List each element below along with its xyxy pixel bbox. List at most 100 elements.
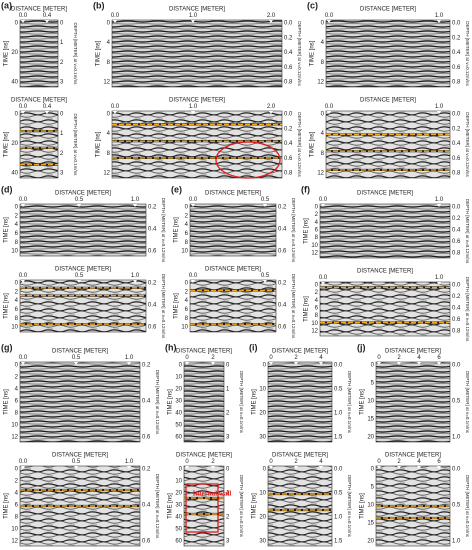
- y-tick-label: 15: [367, 521, 374, 527]
- y-tick-label: 0: [371, 363, 375, 369]
- y-tick-label: 4: [321, 131, 325, 137]
- y2-axis-title: DEPTH [METER] at v=0.1m/ns: [239, 371, 244, 434]
- y2-tick-label: 0.5: [334, 387, 343, 393]
- radargram: [111, 19, 283, 88]
- x-tick-label: 1.0: [435, 13, 444, 19]
- y-tick-label: 10: [311, 243, 318, 249]
- x-tick-label: 4: [417, 355, 421, 361]
- radargram: [267, 361, 333, 443]
- y2-tick-label: 0.2: [278, 281, 287, 287]
- y-tick-label: 12: [11, 435, 18, 441]
- x-axis-title: DISTANCE [METER]: [205, 267, 261, 273]
- y-tick-label: 20: [11, 50, 18, 56]
- y-axis-title: TIME [ns]: [360, 493, 366, 519]
- panel-label: (a): [1, 0, 12, 10]
- y-tick-label: 0: [321, 112, 325, 118]
- annotation: Internal wall: [193, 490, 232, 498]
- x-tick-label: 0: [377, 355, 381, 361]
- marker: [185, 466, 189, 469]
- y2-tick-label: 3: [226, 539, 230, 545]
- y2-tick-label: 0.6: [142, 435, 151, 441]
- y2-tick-label: 0.4: [278, 227, 287, 233]
- marker: [191, 280, 195, 283]
- marker: [185, 362, 189, 365]
- x-tick-label: 1.0: [131, 197, 140, 203]
- y-tick-label: 0: [315, 205, 319, 211]
- marker: [263, 280, 267, 283]
- y2-tick-label: 0.2: [452, 126, 461, 132]
- y-axis-title: TIME [ns]: [96, 131, 102, 157]
- y-tick-label: 10: [259, 387, 266, 393]
- radargram: [19, 110, 59, 179]
- y-axis-title: TIME [ns]: [304, 218, 310, 244]
- x-tick-label: 2: [211, 459, 215, 465]
- marker: [45, 111, 49, 114]
- x-axis-title: DISTANCE [METER]: [272, 349, 328, 355]
- marker: [77, 204, 81, 207]
- y-tick-label: 8: [185, 316, 189, 322]
- y2-tick-label: 0.4: [142, 399, 151, 405]
- panel-label: (i): [249, 342, 258, 352]
- y-axis-title: TIME [ns]: [4, 131, 10, 157]
- y2-tick-label: 0.6: [148, 249, 157, 255]
- y2-tick-label: 0.6: [452, 156, 461, 162]
- y2-tick-label: 0.0: [452, 205, 461, 211]
- marker: [437, 466, 441, 469]
- marker: [127, 362, 131, 365]
- x-tick-label: 0.0: [111, 104, 120, 110]
- y2-tick-label: 0.4: [284, 141, 293, 147]
- x-tick-label: 0.0: [19, 13, 28, 19]
- y-tick-label: 40: [175, 411, 182, 417]
- marker: [191, 111, 195, 114]
- x-tick-label: 0.0: [19, 459, 28, 465]
- y2-tick-label: 1.5: [334, 435, 343, 441]
- x-tick-label: 2: [397, 459, 401, 465]
- y-tick-label: 0: [15, 363, 19, 369]
- y-tick-label: 4: [107, 40, 111, 46]
- y2-axis-title: DEPTH [METER] at v=0.12m/ns: [297, 112, 302, 177]
- y2-tick-label: 0.2: [278, 205, 287, 211]
- panel-label: (b): [93, 0, 105, 10]
- marker: [377, 466, 381, 469]
- x-axis-title: DISTANCE [METER]: [360, 98, 416, 104]
- x-tick-label: 6: [437, 459, 441, 465]
- y2-tick-label: 0.0: [334, 363, 343, 369]
- y-tick-label: 15: [367, 417, 374, 423]
- marker: [74, 466, 78, 469]
- y2-axis-title: DEPTH [METER] at v=0.1m/ns: [347, 371, 352, 434]
- y-tick-label: 0: [179, 363, 183, 369]
- y-axis-title: TIME [ns]: [4, 493, 10, 519]
- y-tick-label: 0: [15, 112, 19, 118]
- y-tick-label: 2: [15, 375, 19, 381]
- marker: [77, 280, 81, 283]
- y-tick-label: 8: [315, 235, 319, 241]
- x-tick-label: 0.5: [261, 273, 270, 279]
- x-tick-label: 0: [269, 355, 273, 361]
- y-tick-label: 12: [103, 171, 110, 177]
- panel-label: (h): [165, 342, 177, 352]
- y2-tick-label: 0.0: [452, 283, 461, 289]
- x-tick-label: 0.0: [189, 273, 198, 279]
- y2-tick-label: 0.0: [452, 363, 461, 369]
- y-tick-label: 50: [175, 423, 182, 429]
- x-tick-label: 0: [377, 459, 381, 465]
- x-tick-label: 0.0: [319, 197, 328, 203]
- y2-tick-label: 0: [60, 21, 64, 27]
- y2-tick-label: 0.2: [452, 35, 461, 41]
- y-tick-label: 6: [315, 228, 319, 234]
- y-tick-label: 4: [15, 491, 19, 497]
- x-tick-label: 1.0: [125, 459, 134, 465]
- marker: [211, 362, 215, 365]
- y2-tick-label: 0.4: [452, 228, 461, 234]
- x-tick-label: 0.0: [19, 355, 28, 361]
- y2-tick-label: 3: [226, 435, 230, 441]
- y2-tick-label: 0.8: [284, 171, 293, 177]
- x-tick-label: 2.0: [267, 104, 276, 110]
- y2-tick-label: 0.6: [278, 325, 287, 331]
- y2-tick-label: 0.8: [452, 80, 461, 86]
- x-axis-title: DISTANCE [METER]: [169, 7, 225, 13]
- x-tick-label: 0.4: [43, 13, 52, 19]
- radargram: [183, 361, 225, 443]
- y-tick-label: 12: [11, 539, 18, 545]
- y-tick-label: 8: [315, 313, 319, 319]
